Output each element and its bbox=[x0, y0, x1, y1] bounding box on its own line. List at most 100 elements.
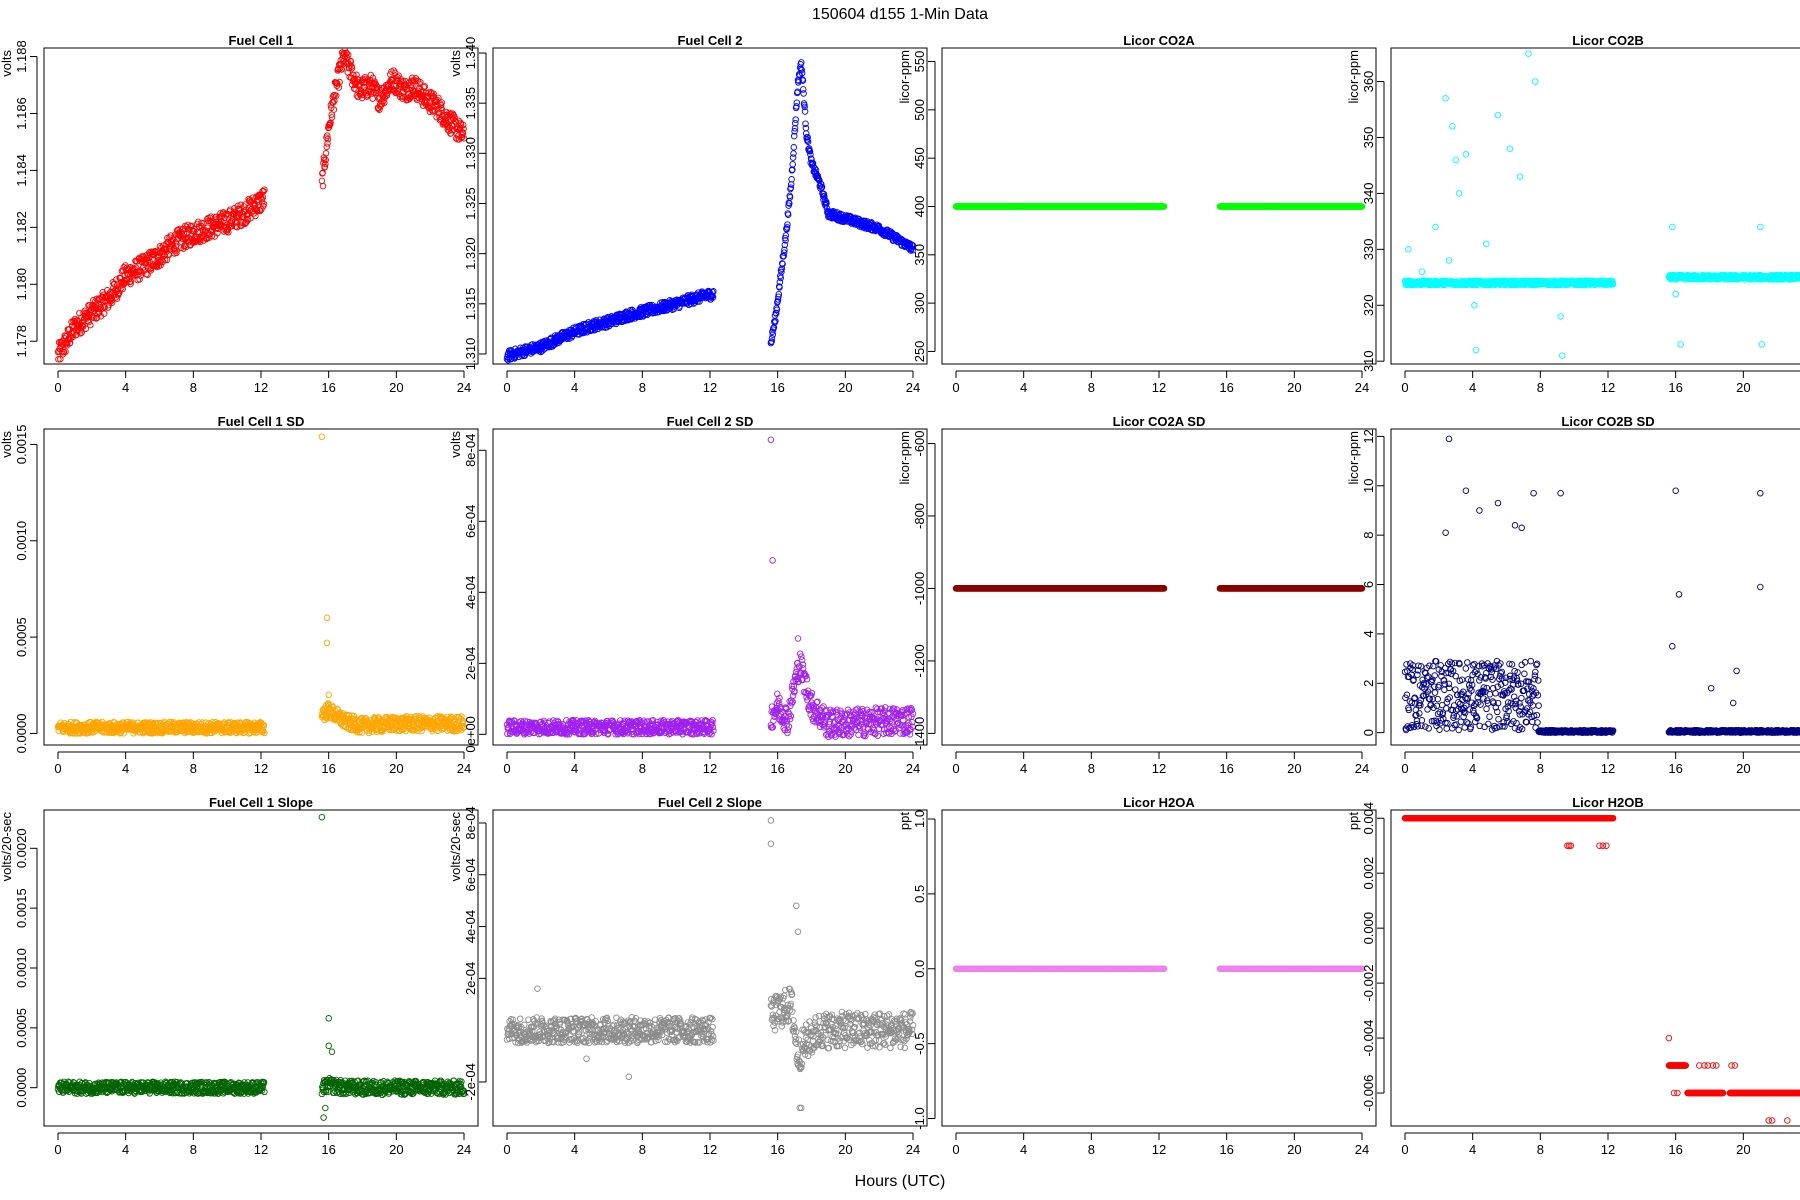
y-axis-label: volts bbox=[0, 431, 14, 458]
data-point bbox=[383, 92, 391, 99]
x-tick-label: 12 bbox=[1601, 380, 1615, 395]
data-point bbox=[323, 714, 331, 721]
x-tick-label: 12 bbox=[254, 761, 268, 776]
data-point bbox=[322, 150, 330, 157]
data-point bbox=[1525, 50, 1532, 57]
data-point bbox=[386, 85, 393, 93]
x-tick-label: 12 bbox=[703, 380, 717, 395]
y-tick-label: 360 bbox=[1361, 71, 1376, 93]
data-point bbox=[190, 228, 197, 235]
data-point bbox=[361, 83, 369, 91]
data-point bbox=[196, 238, 204, 246]
data-point bbox=[173, 249, 180, 257]
data-point bbox=[781, 241, 789, 249]
data-point bbox=[261, 729, 268, 737]
x-tick-label: 20 bbox=[838, 761, 852, 776]
data-point bbox=[57, 355, 64, 363]
data-point bbox=[789, 154, 797, 161]
x-tick-label: 0 bbox=[54, 761, 61, 776]
data-point bbox=[412, 712, 420, 720]
x-tick-label: 8 bbox=[639, 761, 646, 776]
data-point bbox=[1160, 203, 1168, 210]
y-tick-label: 500 bbox=[912, 99, 927, 121]
data-point bbox=[323, 639, 331, 647]
data-point bbox=[417, 78, 424, 86]
data-point bbox=[90, 296, 97, 304]
data-point bbox=[113, 276, 120, 283]
data-point bbox=[800, 90, 807, 97]
data-point bbox=[343, 50, 350, 57]
x-tick-label: 20 bbox=[1736, 380, 1750, 395]
data-point bbox=[768, 335, 776, 342]
data-point bbox=[1494, 111, 1502, 119]
x-tick-label: 20 bbox=[389, 761, 403, 776]
data-point bbox=[141, 267, 148, 274]
data-point bbox=[260, 200, 268, 208]
data-point bbox=[449, 726, 457, 734]
data-point bbox=[329, 99, 337, 106]
data-point bbox=[784, 211, 792, 218]
y-tick-label: 1.315 bbox=[463, 288, 478, 321]
data-point bbox=[361, 78, 368, 86]
y-tick-label: 1.330 bbox=[463, 137, 478, 170]
y-tick-label: 450 bbox=[912, 147, 927, 169]
data-point bbox=[87, 321, 94, 329]
data-point bbox=[439, 715, 446, 722]
data-point bbox=[801, 103, 808, 111]
data-point bbox=[144, 271, 151, 278]
data-point bbox=[342, 59, 350, 66]
plot-frame bbox=[43, 47, 479, 365]
x-tick-label: 4 bbox=[1020, 380, 1027, 395]
data-point bbox=[415, 94, 422, 101]
data-point bbox=[1797, 271, 1800, 279]
data-point bbox=[818, 181, 825, 188]
data-point bbox=[243, 219, 250, 226]
y-tick-label: 0.0015 bbox=[14, 425, 29, 465]
data-point bbox=[769, 331, 777, 338]
data-point bbox=[781, 246, 788, 254]
y-tick-label: 350 bbox=[912, 244, 927, 266]
x-tick-label: 16 bbox=[1668, 380, 1682, 395]
data-point bbox=[449, 714, 456, 721]
data-point bbox=[451, 114, 458, 121]
y-axis-label: volts bbox=[0, 50, 14, 77]
data-point bbox=[1798, 273, 1800, 280]
x-tick-label: 0 bbox=[1401, 380, 1408, 395]
data-point bbox=[787, 184, 795, 191]
data-point bbox=[1798, 274, 1800, 280]
data-point bbox=[416, 84, 423, 92]
x-tick-label: 24 bbox=[906, 380, 920, 395]
data-point bbox=[258, 206, 265, 213]
data-point bbox=[1455, 190, 1463, 197]
data-point bbox=[1472, 346, 1480, 354]
data-point bbox=[132, 728, 140, 735]
data-point bbox=[373, 86, 381, 93]
y-tick-label: 1.188 bbox=[14, 40, 29, 73]
data-point bbox=[82, 325, 90, 332]
data-point bbox=[244, 720, 252, 728]
data-point bbox=[86, 727, 94, 734]
data-point bbox=[437, 101, 445, 109]
data-point bbox=[332, 92, 340, 99]
data-point bbox=[1445, 257, 1453, 264]
data-point bbox=[1358, 203, 1366, 210]
data-point bbox=[371, 715, 379, 722]
data-point bbox=[421, 83, 429, 90]
data-point bbox=[1758, 341, 1766, 348]
panel-title: Licor CO2A bbox=[1123, 33, 1195, 48]
data-points bbox=[1401, 50, 1800, 359]
data-points bbox=[54, 433, 468, 737]
data-point bbox=[1418, 268, 1426, 275]
data-point bbox=[214, 229, 221, 237]
data-point bbox=[799, 86, 807, 93]
x-tick-label: 20 bbox=[1287, 380, 1301, 395]
data-point bbox=[362, 714, 370, 722]
data-point bbox=[378, 84, 385, 92]
data-point bbox=[775, 290, 783, 298]
data-point bbox=[786, 194, 794, 201]
data-point bbox=[1609, 280, 1617, 288]
data-point bbox=[418, 727, 425, 735]
